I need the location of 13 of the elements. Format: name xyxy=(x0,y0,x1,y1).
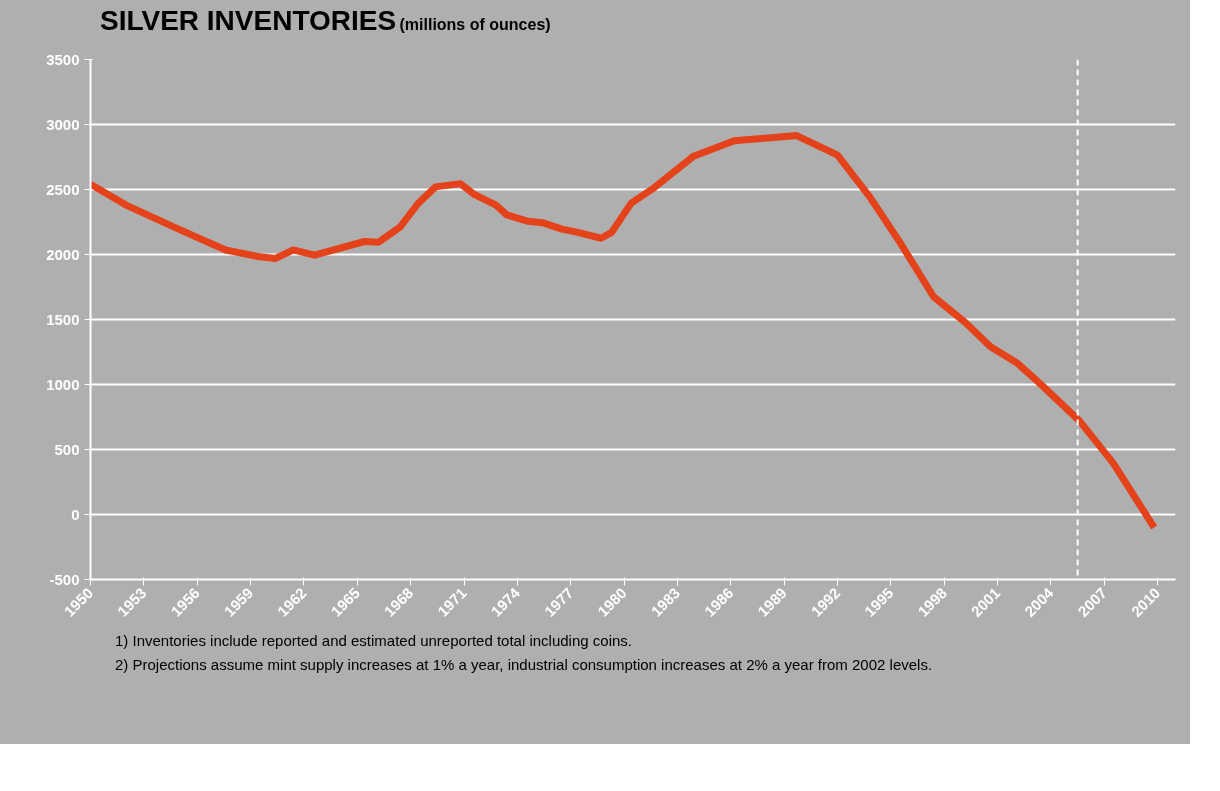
chart-subtitle: (millions of ounces) xyxy=(399,16,551,33)
y-tick-label: 3500 xyxy=(46,50,80,68)
y-tick-label: 1000 xyxy=(46,375,80,393)
y-tick-label: 2000 xyxy=(46,245,80,263)
text: 2) Projections assume mint supply increases at 1% a year, industrial consumption increases at 2% a year from 2002 levels. xyxy=(115,656,933,673)
chart-title: SILVER INVENTORIES xyxy=(100,5,397,36)
y-tick-label: 500 xyxy=(54,440,80,458)
y-tick-label: 0 xyxy=(71,505,80,523)
y-tick-label: -500 xyxy=(49,570,80,588)
text: 1) Inventories include reported and estimated unreported total including coins. xyxy=(115,632,632,649)
y-tick-label: 3000 xyxy=(46,115,80,133)
y-tick-label: 1500 xyxy=(46,310,80,328)
y-tick-label: 2500 xyxy=(46,180,80,198)
